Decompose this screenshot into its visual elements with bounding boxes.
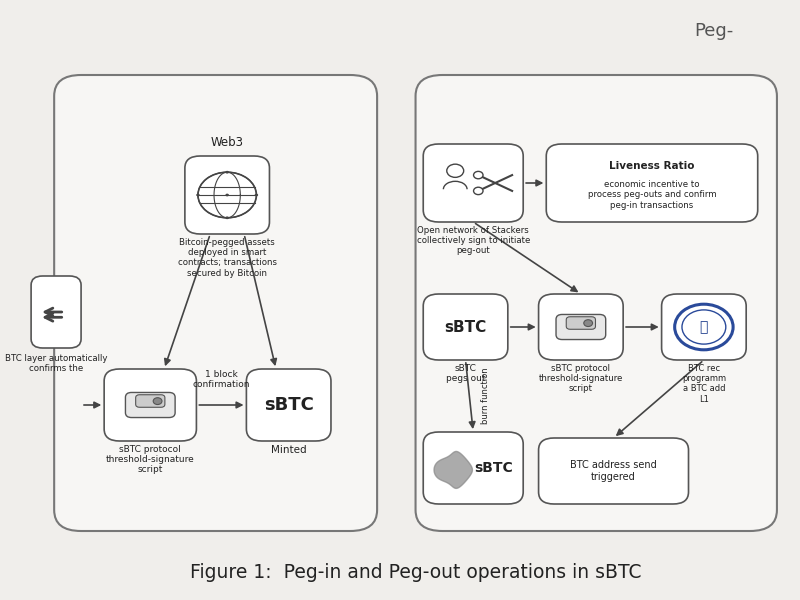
Circle shape (474, 187, 483, 194)
Text: BTC rec
programm
a BTC add
L1: BTC rec programm a BTC add L1 (682, 364, 726, 404)
FancyBboxPatch shape (546, 144, 758, 222)
Text: Peg-: Peg- (694, 22, 733, 40)
FancyBboxPatch shape (423, 294, 508, 360)
Text: Open network of Stackers
collectively sign to initiate
peg-out: Open network of Stackers collectively si… (417, 226, 530, 256)
Text: burn function: burn function (481, 368, 490, 424)
Text: sBTC protocol
threshold-signature
script: sBTC protocol threshold-signature script (106, 445, 194, 475)
FancyBboxPatch shape (54, 75, 377, 531)
Circle shape (584, 320, 593, 326)
FancyBboxPatch shape (31, 276, 81, 348)
Text: sBTC protocol
threshold-signature
script: sBTC protocol threshold-signature script (538, 364, 623, 394)
Circle shape (254, 194, 258, 196)
FancyBboxPatch shape (538, 438, 689, 504)
Circle shape (446, 164, 464, 178)
FancyBboxPatch shape (126, 392, 175, 418)
FancyBboxPatch shape (423, 432, 523, 504)
FancyBboxPatch shape (246, 369, 331, 441)
Circle shape (474, 172, 483, 179)
Text: 1 block
confirmation: 1 block confirmation (193, 370, 250, 389)
Text: sBTC
pegs out: sBTC pegs out (446, 364, 486, 383)
FancyBboxPatch shape (136, 395, 165, 407)
Text: sBTC: sBTC (445, 319, 486, 335)
Circle shape (226, 217, 229, 219)
Text: BTC address send
triggered: BTC address send triggered (570, 460, 657, 482)
FancyBboxPatch shape (538, 294, 623, 360)
FancyBboxPatch shape (104, 369, 197, 441)
Text: ₿: ₿ (700, 320, 708, 334)
FancyBboxPatch shape (662, 294, 746, 360)
Polygon shape (434, 451, 473, 488)
Text: sBTC: sBTC (264, 396, 314, 414)
Text: Minted: Minted (271, 445, 306, 455)
Circle shape (682, 310, 726, 344)
Circle shape (198, 172, 256, 218)
Text: Web3: Web3 (210, 136, 244, 149)
Circle shape (196, 194, 200, 196)
Text: Figure 1:  Peg-in and Peg-out operations in sBTC: Figure 1: Peg-in and Peg-out operations … (190, 563, 642, 582)
Text: Bitcoin-pegged assets
deployed in smart
contracts; transactions
secured by Bitco: Bitcoin-pegged assets deployed in smart … (178, 238, 277, 278)
Text: economic incentive to
process peg-outs and confirm
peg-in transactions: economic incentive to process peg-outs a… (588, 180, 716, 209)
FancyBboxPatch shape (415, 75, 777, 531)
Circle shape (226, 194, 229, 196)
Text: sBTC: sBTC (474, 461, 513, 475)
Text: BTC layer automatically
confirms the: BTC layer automatically confirms the (5, 354, 107, 373)
Circle shape (154, 398, 162, 404)
FancyBboxPatch shape (185, 156, 270, 234)
FancyBboxPatch shape (566, 317, 595, 329)
FancyBboxPatch shape (556, 314, 606, 340)
Circle shape (226, 171, 229, 173)
Circle shape (674, 304, 733, 350)
FancyBboxPatch shape (423, 144, 523, 222)
Text: Liveness Ratio: Liveness Ratio (610, 161, 694, 171)
